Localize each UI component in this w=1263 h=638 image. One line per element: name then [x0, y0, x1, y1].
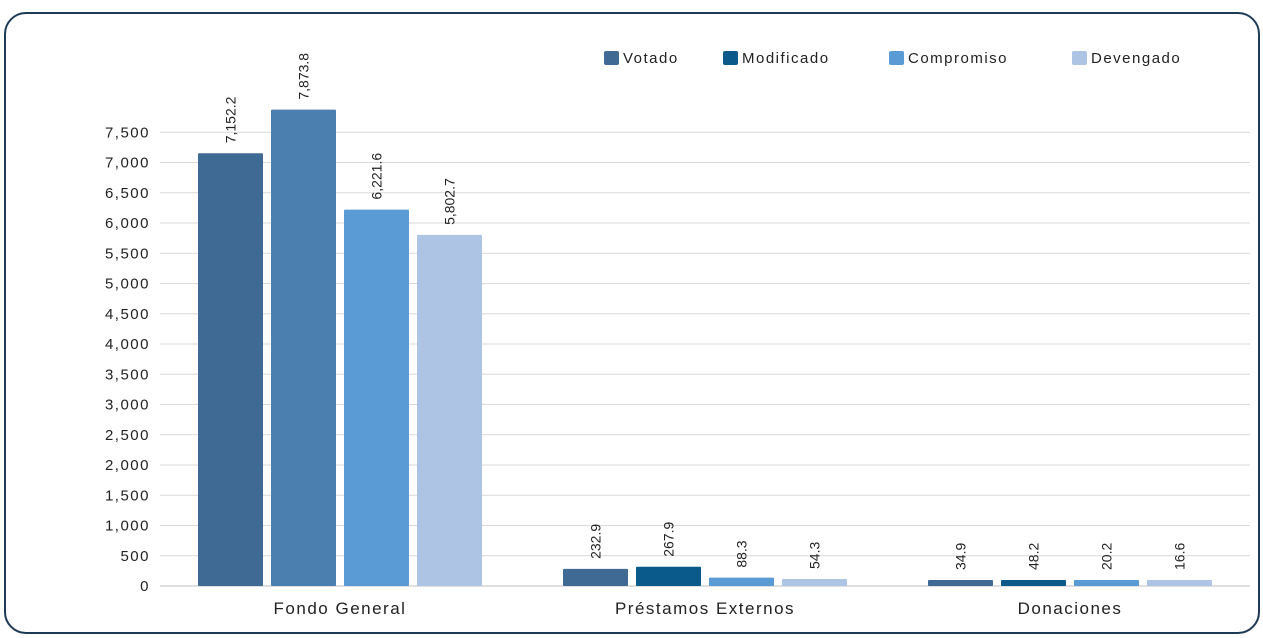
data-label: 267.9: [661, 522, 677, 557]
x-tick-label: Fondo General: [274, 599, 407, 618]
data-label: 6,221.6: [369, 153, 385, 200]
bar: [636, 566, 701, 586]
y-tick-label: 5,000: [105, 276, 150, 293]
y-tick-label: 0: [140, 578, 150, 595]
y-tick-label: 6,000: [105, 215, 150, 232]
y-tick-label: 4,500: [105, 306, 150, 323]
data-label: 34.9: [953, 543, 969, 570]
y-tick-label: 7,500: [105, 124, 150, 141]
bar: [1074, 580, 1139, 586]
data-label: 7,152.2: [223, 96, 239, 143]
data-label: 88.3: [734, 540, 750, 567]
bar: [709, 577, 774, 586]
bar: [782, 579, 847, 586]
data-label: 54.3: [807, 542, 823, 569]
bar: [198, 153, 263, 586]
legend-swatch: [604, 51, 619, 65]
bar: [417, 234, 482, 586]
bar: [563, 568, 628, 586]
legend-label: Devengado: [1091, 50, 1181, 67]
legend-swatch: [1072, 51, 1087, 65]
y-tick-label: 2,000: [105, 457, 150, 474]
bar: [1001, 580, 1066, 586]
data-label: 7,873.8: [296, 53, 312, 100]
bar: [271, 109, 336, 586]
legend-swatch: [723, 51, 738, 65]
y-tick-label: 1,000: [105, 518, 150, 535]
y-tick-label: 5,500: [105, 245, 150, 262]
legend-swatch: [889, 51, 904, 65]
bar: [1147, 580, 1212, 586]
legend-label: Votado: [623, 50, 679, 67]
y-tick-label: 3,000: [105, 397, 150, 414]
y-tick-label: 6,500: [105, 185, 150, 202]
y-tick-label: 7,000: [105, 155, 150, 172]
legend-label: Compromiso: [908, 50, 1008, 67]
x-tick-label: Préstamos Externos: [615, 599, 795, 618]
y-tick-label: 2,500: [105, 427, 150, 444]
y-tick-label: 1,500: [105, 487, 150, 504]
data-label: 232.9: [588, 524, 604, 559]
data-label: 5,802.7: [442, 178, 458, 225]
data-label: 16.6: [1172, 543, 1188, 570]
y-tick-label: 4,000: [105, 336, 150, 353]
data-label: 20.2: [1099, 543, 1115, 570]
y-tick-label: 500: [120, 548, 150, 565]
data-label: 48.2: [1026, 543, 1042, 570]
x-tick-label: Donaciones: [1018, 599, 1123, 618]
bar: [344, 209, 409, 586]
legend-label: Modificado: [742, 50, 830, 67]
bar: [928, 580, 993, 586]
y-tick-label: 3,500: [105, 366, 150, 383]
